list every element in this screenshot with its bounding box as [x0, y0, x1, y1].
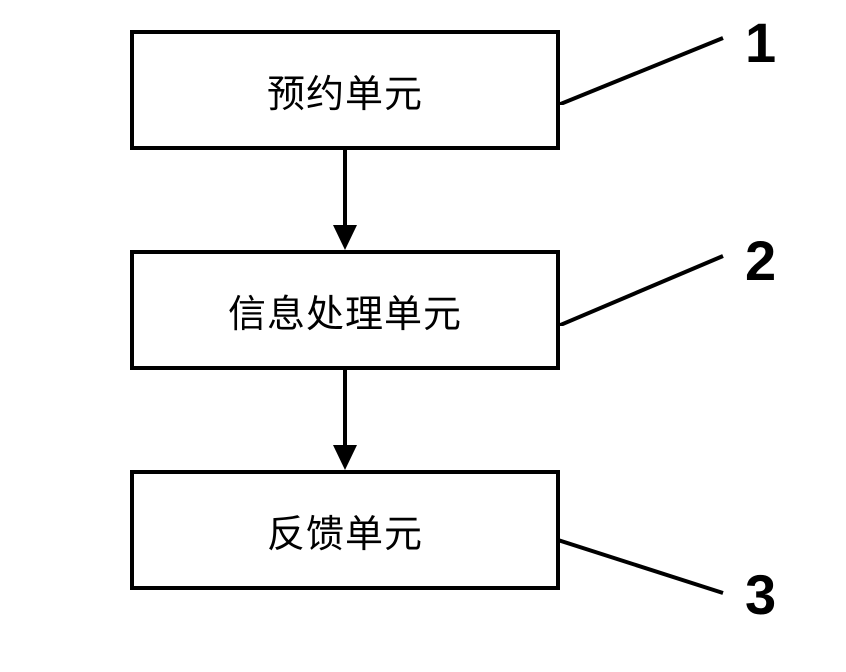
- label-2: 2: [745, 228, 776, 293]
- flowchart-container: 预约单元 信息处理单元 反馈单元: [130, 30, 560, 590]
- label-1: 1: [745, 10, 776, 75]
- arrow-head-icon: [333, 445, 357, 470]
- arrow-line-icon: [343, 150, 347, 225]
- arrow-line-icon: [343, 370, 347, 445]
- label-3: 3: [745, 562, 776, 627]
- box-text-1: 预约单元: [267, 63, 423, 118]
- box-text-3: 反馈单元: [267, 503, 423, 558]
- leader-line-3: [558, 535, 733, 600]
- arrow-head-icon: [333, 225, 357, 250]
- flowchart-box-2: 信息处理单元: [130, 250, 560, 370]
- arrow-1-to-2: [130, 150, 560, 250]
- leader-line-2: [558, 248, 733, 326]
- box-text-2: 信息处理单元: [228, 283, 462, 338]
- leader-line-1: [558, 30, 733, 105]
- flowchart-box-1: 预约单元: [130, 30, 560, 150]
- arrow-2-to-3: [130, 370, 560, 470]
- flowchart-box-3: 反馈单元: [130, 470, 560, 590]
